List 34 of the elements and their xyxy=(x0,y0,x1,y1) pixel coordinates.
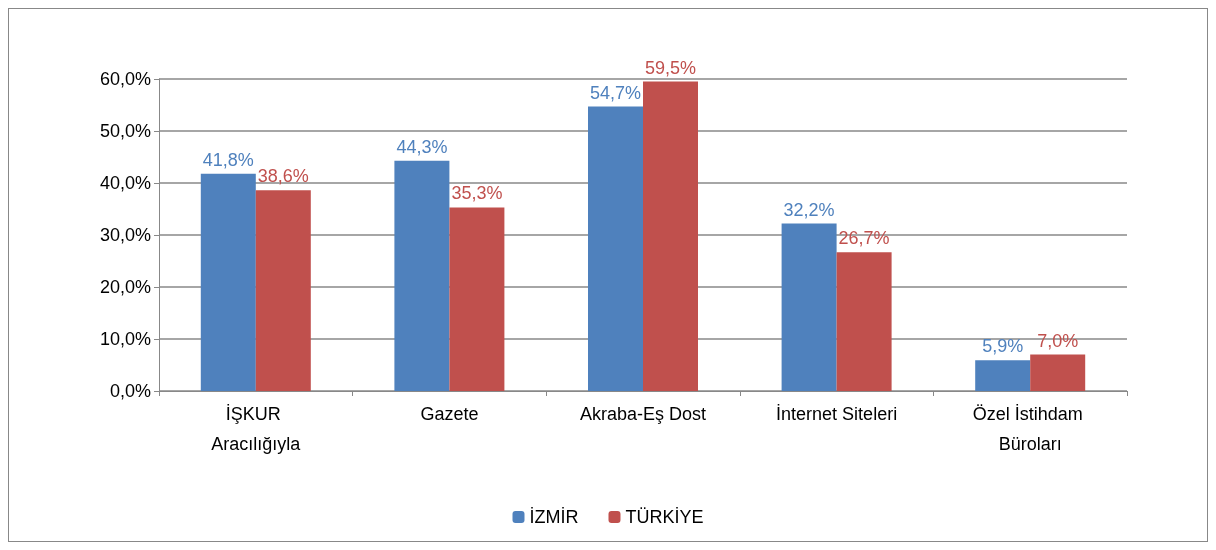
bar xyxy=(836,252,892,391)
bar xyxy=(255,190,311,391)
data-label: 41,8% xyxy=(202,149,254,170)
data-label: 26,7% xyxy=(838,228,890,249)
x-tick-label: Özel İstihdam Büroları xyxy=(972,404,1088,454)
data-label: 38,6% xyxy=(257,166,309,187)
y-tick-label: 0,0% xyxy=(109,381,151,401)
y-tick-label: 60,0% xyxy=(99,69,151,89)
data-label: 32,2% xyxy=(783,199,835,220)
y-tick-label: 30,0% xyxy=(99,225,151,245)
y-tick-label: 50,0% xyxy=(99,121,151,141)
bar xyxy=(200,173,256,391)
bar xyxy=(781,223,837,391)
data-label: 44,3% xyxy=(396,136,448,157)
y-tick-label: 40,0% xyxy=(99,173,151,193)
x-tick-label: Akraba-Eş Dost xyxy=(579,404,707,424)
data-label: 59,5% xyxy=(644,57,697,78)
x-tick-label: Gazete xyxy=(420,404,479,424)
bar xyxy=(1030,354,1086,391)
bar xyxy=(643,81,698,391)
x-tick-label: İnternet Siteleri xyxy=(776,404,898,424)
legend-label: TÜRKİYE xyxy=(625,507,704,527)
data-label: 7,0% xyxy=(1037,330,1079,351)
bar xyxy=(588,106,643,391)
bar xyxy=(449,207,505,391)
y-tick-label: 10,0% xyxy=(99,329,151,349)
bar xyxy=(975,360,1031,391)
y-tick-label: 20,0% xyxy=(99,277,151,297)
data-label: 54,7% xyxy=(589,82,642,103)
x-tick-label: İŞKUR Aracılığıyla xyxy=(211,404,302,454)
bar xyxy=(394,160,450,391)
data-label: 5,9% xyxy=(982,336,1024,357)
legend-label: İZMİR xyxy=(529,507,579,527)
data-label: 35,3% xyxy=(451,183,503,204)
